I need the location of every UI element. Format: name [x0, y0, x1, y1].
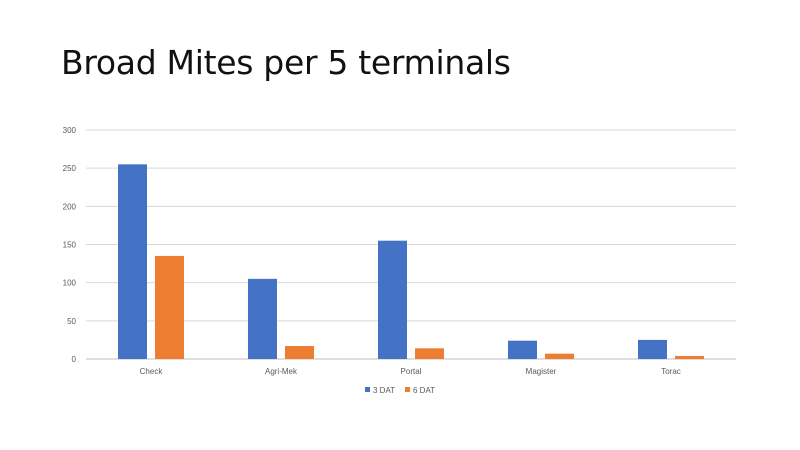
- legend: 3 DAT 6 DAT: [365, 386, 435, 395]
- x-tick-label: Portal: [401, 367, 422, 376]
- bar-3-dat-agri-mek: [248, 278, 277, 359]
- legend-swatch: [365, 387, 370, 392]
- x-axis: Check Agri-Mek Portal Magister Torac: [140, 367, 681, 376]
- x-tick-label: Check: [140, 367, 164, 376]
- y-tick-label: 250: [63, 164, 77, 173]
- x-tick-label: Torac: [661, 367, 681, 376]
- bar-6-dat-agri-mek: [285, 346, 314, 359]
- y-tick-label: 100: [63, 279, 77, 288]
- bar-6-dat-check: [155, 255, 184, 359]
- legend-label: 3 DAT: [373, 386, 395, 395]
- bars: [118, 164, 704, 359]
- y-tick-label: 50: [67, 317, 76, 326]
- bar-3-dat-magister: [508, 340, 537, 359]
- y-tick-label: 200: [63, 202, 77, 211]
- bar-6-dat-portal: [415, 348, 444, 359]
- legend-label: 6 DAT: [413, 386, 435, 395]
- bar-3-dat-check: [118, 164, 147, 359]
- chart-title: Broad Mites per 5 terminals: [61, 43, 511, 82]
- bar-6-dat-magister: [545, 353, 574, 359]
- x-tick-label: Agri-Mek: [265, 367, 298, 376]
- bar-3-dat-torac: [638, 339, 667, 359]
- y-tick-label: 150: [63, 241, 77, 250]
- y-tick-label: 0: [72, 355, 77, 364]
- legend-swatch: [405, 387, 410, 392]
- x-tick-label: Magister: [526, 367, 557, 376]
- y-axis: 0 50 100 150 200 250 300: [63, 126, 77, 364]
- bar-3-dat-portal: [378, 240, 407, 359]
- gridlines: [86, 129, 736, 360]
- bar-6-dat-torac: [675, 355, 704, 359]
- y-tick-label: 300: [63, 126, 77, 135]
